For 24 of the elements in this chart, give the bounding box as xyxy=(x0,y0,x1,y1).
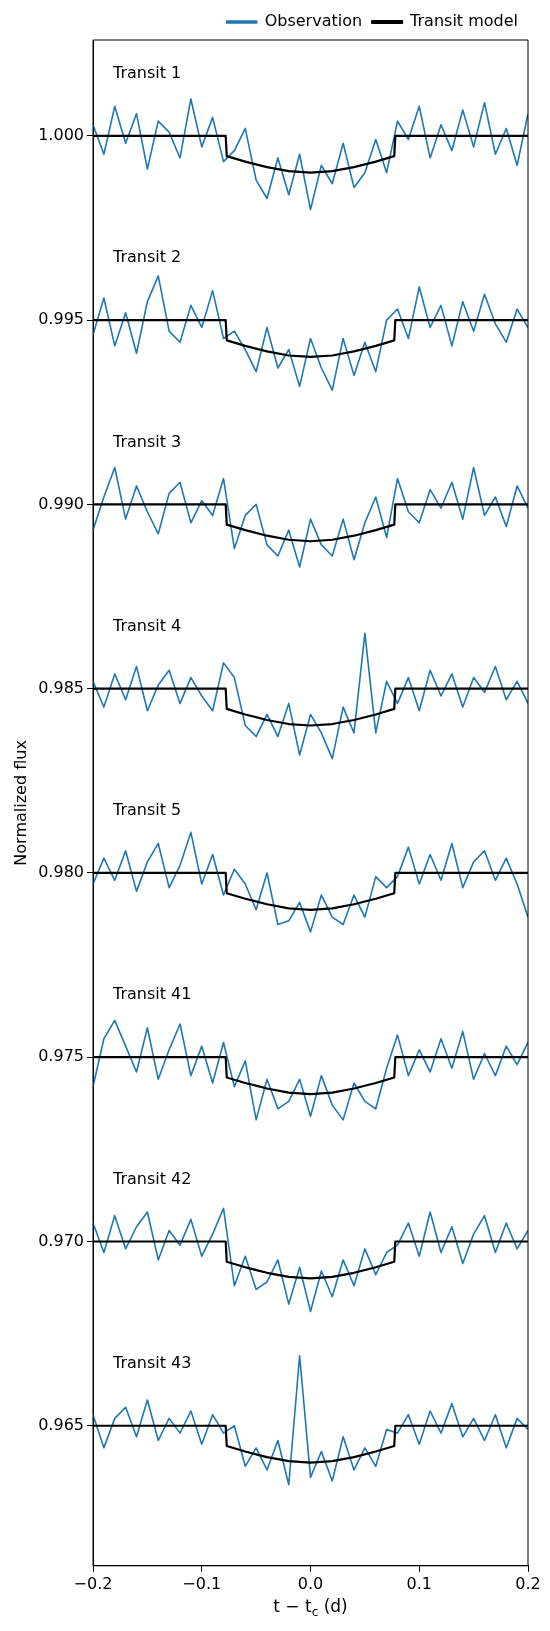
legend-label: Transit model xyxy=(409,11,518,31)
y-tick-label: 0.965 xyxy=(38,1414,84,1434)
x-tick-label: −0.1 xyxy=(182,1573,222,1593)
annotation: Transit 1 xyxy=(112,62,182,82)
y-tick-label: 1.000 xyxy=(38,124,84,144)
annotation: Transit 4 xyxy=(112,615,182,635)
x-tick-label: −0.2 xyxy=(73,1573,113,1593)
annotation: Transit 5 xyxy=(112,800,182,820)
annotation: Transit 42 xyxy=(112,1168,192,1188)
y-tick-label: 0.985 xyxy=(38,677,84,697)
y-tick-label: 0.990 xyxy=(38,493,84,513)
x-tick-label: 0.1 xyxy=(406,1573,432,1593)
y-tick-label: 0.980 xyxy=(38,862,84,882)
x-tick-label: 0.0 xyxy=(297,1573,324,1593)
y-tick-label: 0.995 xyxy=(38,309,84,329)
annotation: Transit 41 xyxy=(112,984,192,1004)
annotation: Transit 3 xyxy=(112,431,182,451)
y-tick-label: 0.970 xyxy=(38,1230,84,1250)
y-tick-label: 0.975 xyxy=(38,1046,84,1066)
annotation: Transit 2 xyxy=(112,247,182,267)
annotation: Transit 43 xyxy=(112,1352,192,1372)
legend-label: Observation xyxy=(264,11,363,31)
y-axis-title: Normalized flux xyxy=(10,740,30,866)
x-tick-label: 0.2 xyxy=(515,1573,541,1593)
